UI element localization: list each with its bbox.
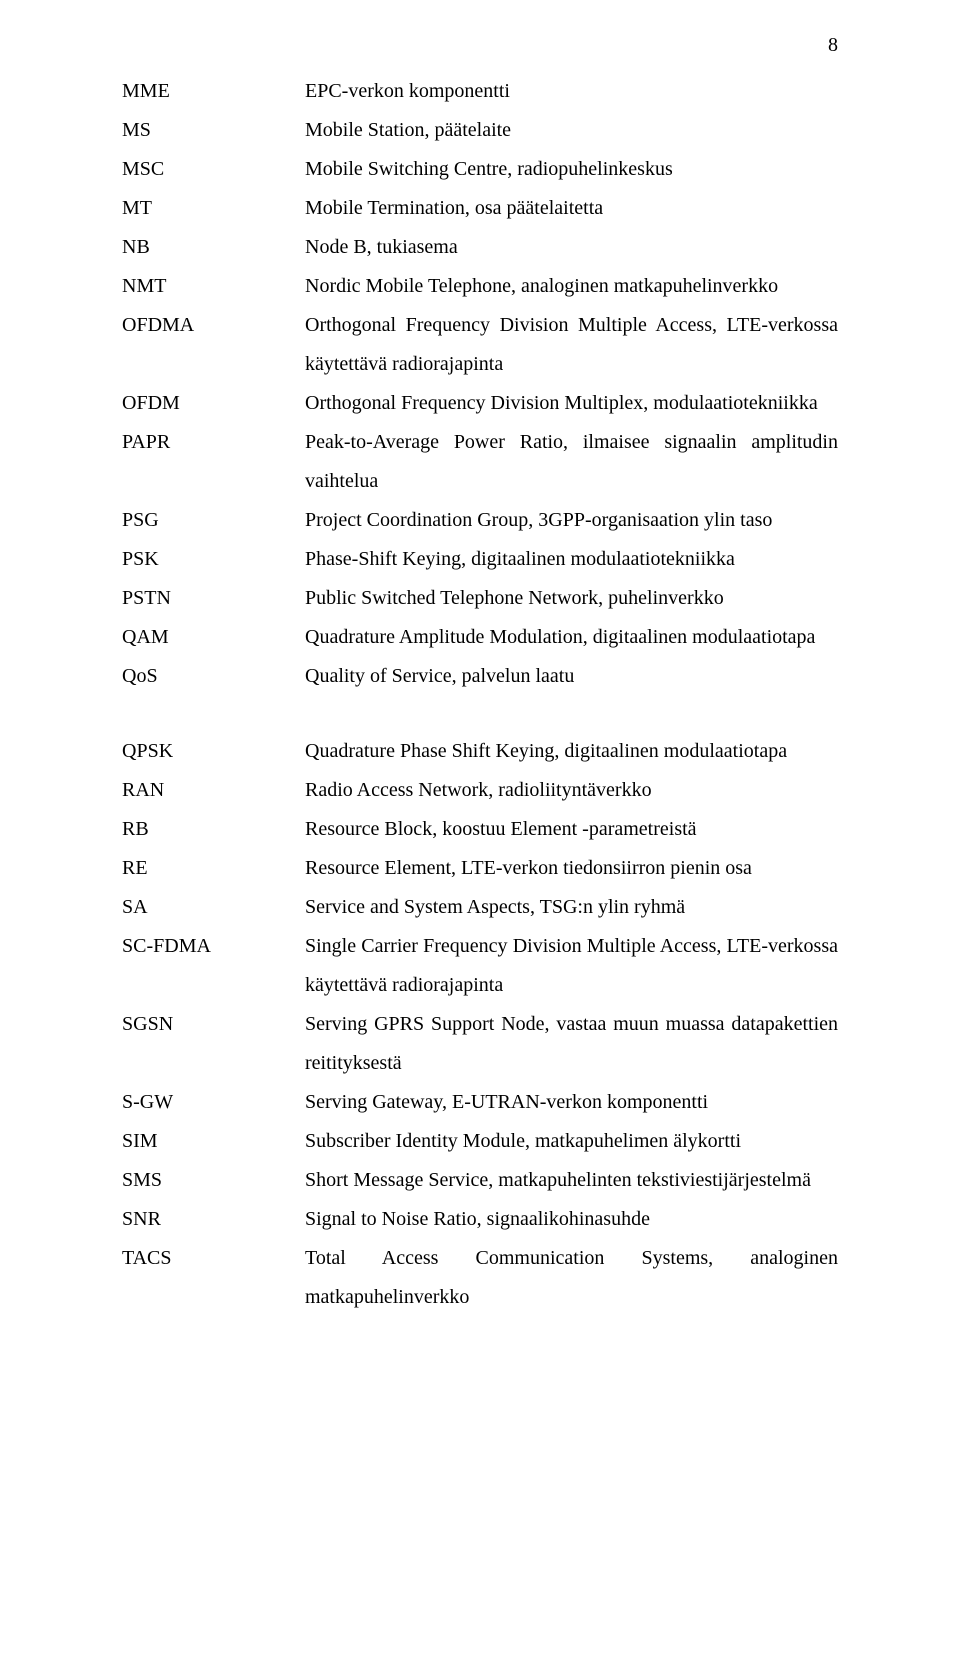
definition-cell: Service and System Aspects, TSG:n ylin r… — [305, 888, 838, 927]
definition-cell: Serving GPRS Support Node, vastaa muun m… — [305, 1005, 838, 1083]
glossary-row: QAMQuadrature Amplitude Modulation, digi… — [122, 618, 838, 657]
definition-cell: Quadrature Amplitude Modulation, digitaa… — [305, 618, 838, 657]
abbr-cell: MS — [122, 111, 305, 150]
glossary-row: SGSNServing GPRS Support Node, vastaa mu… — [122, 1005, 838, 1083]
definition-cell: Resource Block, koostuu Element -paramet… — [305, 810, 838, 849]
abbr-cell: RE — [122, 849, 305, 888]
definition-cell: Signal to Noise Ratio, signaalikohinasuh… — [305, 1200, 838, 1239]
document-page: 8 MMEEPC-verkon komponenttiMSMobile Stat… — [0, 0, 960, 1669]
abbr-cell: RAN — [122, 771, 305, 810]
abbr-cell: QPSK — [122, 732, 305, 771]
abbr-cell: MSC — [122, 150, 305, 189]
glossary-row: PSKPhase-Shift Keying, digitaalinen modu… — [122, 540, 838, 579]
glossary-row: MSCMobile Switching Centre, radiopuhelin… — [122, 150, 838, 189]
definition-cell: Phase-Shift Keying, digitaalinen modulaa… — [305, 540, 838, 579]
abbr-cell: OFDM — [122, 384, 305, 423]
definition-cell: EPC-verkon komponentti — [305, 72, 838, 111]
definition-cell: Total Access Communication Systems, anal… — [305, 1239, 838, 1317]
abbr-cell: NMT — [122, 267, 305, 306]
definition-cell: Nordic Mobile Telephone, analoginen matk… — [305, 267, 838, 306]
definition-cell: Resource Element, LTE-verkon tiedonsiirr… — [305, 849, 838, 888]
definition-cell: Subscriber Identity Module, matkapuhelim… — [305, 1122, 838, 1161]
glossary-row: TACSTotal Access Communication Systems, … — [122, 1239, 838, 1317]
abbr-cell: MT — [122, 189, 305, 228]
glossary-row: MTMobile Termination, osa päätelaitetta — [122, 189, 838, 228]
abbr-cell: RB — [122, 810, 305, 849]
glossary-group-2: QPSKQuadrature Phase Shift Keying, digit… — [122, 732, 838, 1317]
abbr-cell: TACS — [122, 1239, 305, 1278]
abbr-cell: QAM — [122, 618, 305, 657]
definition-cell: Mobile Termination, osa päätelaitetta — [305, 189, 838, 228]
glossary-content: MMEEPC-verkon komponenttiMSMobile Statio… — [122, 72, 838, 1317]
glossary-group-1: MMEEPC-verkon komponenttiMSMobile Statio… — [122, 72, 838, 696]
glossary-row: REResource Element, LTE-verkon tiedonsii… — [122, 849, 838, 888]
glossary-row: MSMobile Station, päätelaite — [122, 111, 838, 150]
glossary-row: S-GWServing Gateway, E-UTRAN-verkon komp… — [122, 1083, 838, 1122]
glossary-row: NMTNordic Mobile Telephone, analoginen m… — [122, 267, 838, 306]
abbr-cell: SIM — [122, 1122, 305, 1161]
abbr-cell: SA — [122, 888, 305, 927]
definition-cell: Mobile Switching Centre, radiopuhelinkes… — [305, 150, 838, 189]
definition-cell: Serving Gateway, E-UTRAN-verkon komponen… — [305, 1083, 838, 1122]
abbr-cell: PSG — [122, 501, 305, 540]
definition-cell: Orthogonal Frequency Division Multiple A… — [305, 306, 838, 384]
definition-cell: Quality of Service, palvelun laatu — [305, 657, 838, 696]
abbr-cell: SMS — [122, 1161, 305, 1200]
abbr-cell: SNR — [122, 1200, 305, 1239]
definition-cell: Peak-to-Average Power Ratio, ilmaisee si… — [305, 423, 838, 501]
glossary-row: RANRadio Access Network, radioliityntäve… — [122, 771, 838, 810]
group-gap — [122, 696, 838, 732]
glossary-row: QoSQuality of Service, palvelun laatu — [122, 657, 838, 696]
abbr-cell: OFDMA — [122, 306, 305, 345]
glossary-row: SIMSubscriber Identity Module, matkapuhe… — [122, 1122, 838, 1161]
abbr-cell: PSTN — [122, 579, 305, 618]
definition-cell: Mobile Station, päätelaite — [305, 111, 838, 150]
definition-cell: Public Switched Telephone Network, puhel… — [305, 579, 838, 618]
abbr-cell: S-GW — [122, 1083, 305, 1122]
glossary-row: PAPRPeak-to-Average Power Ratio, ilmaise… — [122, 423, 838, 501]
abbr-cell: PSK — [122, 540, 305, 579]
abbr-cell: NB — [122, 228, 305, 267]
definition-cell: Quadrature Phase Shift Keying, digitaali… — [305, 732, 838, 771]
abbr-cell: QoS — [122, 657, 305, 696]
page-number: 8 — [828, 34, 838, 57]
definition-cell: Orthogonal Frequency Division Multiplex,… — [305, 384, 838, 423]
definition-cell: Node B, tukiasema — [305, 228, 838, 267]
glossary-row: OFDMOrthogonal Frequency Division Multip… — [122, 384, 838, 423]
definition-cell: Single Carrier Frequency Division Multip… — [305, 927, 838, 1005]
glossary-row: QPSKQuadrature Phase Shift Keying, digit… — [122, 732, 838, 771]
glossary-row: SNRSignal to Noise Ratio, signaalikohina… — [122, 1200, 838, 1239]
abbr-cell: SGSN — [122, 1005, 305, 1044]
glossary-row: SMSShort Message Service, matkapuhelinte… — [122, 1161, 838, 1200]
glossary-row: SAService and System Aspects, TSG:n ylin… — [122, 888, 838, 927]
definition-cell: Radio Access Network, radioliityntäverkk… — [305, 771, 838, 810]
abbr-cell: SC-FDMA — [122, 927, 305, 966]
glossary-row: SC-FDMASingle Carrier Frequency Division… — [122, 927, 838, 1005]
glossary-row: NBNode B, tukiasema — [122, 228, 838, 267]
glossary-row: OFDMAOrthogonal Frequency Division Multi… — [122, 306, 838, 384]
abbr-cell: PAPR — [122, 423, 305, 462]
glossary-row: PSTNPublic Switched Telephone Network, p… — [122, 579, 838, 618]
definition-cell: Short Message Service, matkapuhelinten t… — [305, 1161, 838, 1200]
definition-cell: Project Coordination Group, 3GPP-organis… — [305, 501, 838, 540]
abbr-cell: MME — [122, 72, 305, 111]
glossary-row: PSGProject Coordination Group, 3GPP-orga… — [122, 501, 838, 540]
glossary-row: RBResource Block, koostuu Element -param… — [122, 810, 838, 849]
glossary-row: MMEEPC-verkon komponentti — [122, 72, 838, 111]
